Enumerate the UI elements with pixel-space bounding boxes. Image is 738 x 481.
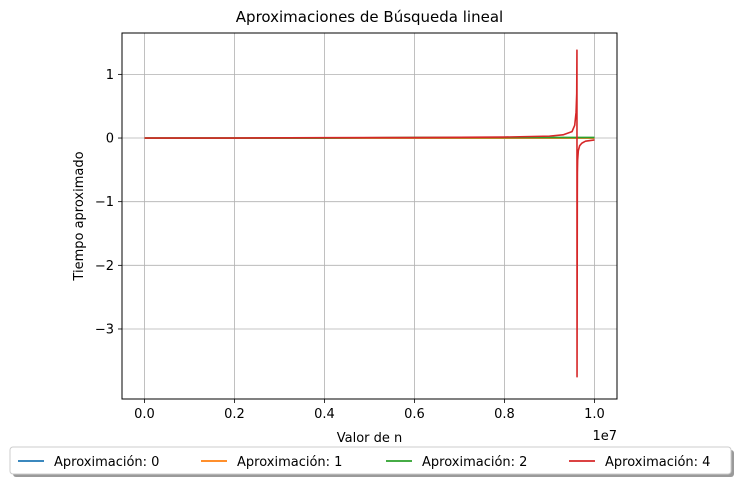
x-axis: 0.0 0.2 0.4 0.6 0.8 1.0 [134, 399, 605, 422]
x-tick-label: 1.0 [584, 407, 605, 422]
legend-item: Aproximación: 4 [569, 455, 710, 470]
y-tick-label: −1 [95, 195, 114, 210]
x-tick-label: 0.6 [404, 407, 425, 422]
series-line-3 [144, 49, 595, 378]
plot-background [122, 33, 617, 399]
legend-label: Aproximación: 0 [54, 455, 159, 470]
legend: Aproximación: 0 Aproximación: 1 Aproximaci… [9, 446, 734, 477]
y-tick-label: −3 [95, 322, 114, 337]
x-tick-label: 0.2 [224, 407, 245, 422]
x-axis-label: Valor de n [337, 431, 403, 446]
legend-item: Aproximación: 0 [18, 455, 159, 470]
legend-label: Aproximación: 4 [605, 455, 710, 470]
y-tick-label: 1 [106, 68, 114, 83]
legend-item: Aproximación: 1 [201, 455, 342, 470]
y-tick-label: −2 [95, 259, 114, 274]
plot-frame [121, 32, 618, 400]
x-axis-offset-label: 1e7 [592, 429, 617, 444]
chart-title: Aproximaciones de Búsqueda lineal [236, 8, 503, 26]
legend-label: Aproximación: 1 [237, 455, 342, 470]
y-tick-label: 0 [106, 132, 114, 147]
y-axis: 1 0 −1 −2 −3 [95, 68, 122, 337]
legend-label: Aproximación: 2 [422, 455, 527, 470]
series-layer [144, 49, 595, 378]
legend-items: Aproximación: 0 Aproximación: 1 Aproximaci… [18, 455, 710, 470]
x-tick-label: 0.0 [134, 407, 155, 422]
legend-box [9, 446, 732, 475]
grid-lines [122, 33, 617, 399]
legend-item: Aproximación: 2 [386, 455, 527, 470]
x-tick-label: 0.8 [494, 407, 515, 422]
y-axis-label: Tiempo aproximado [72, 151, 87, 281]
x-tick-label: 0.4 [314, 407, 335, 422]
